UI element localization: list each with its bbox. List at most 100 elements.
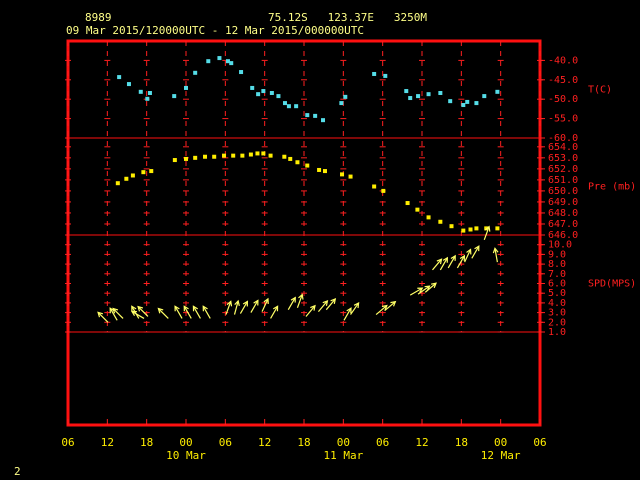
data-point: [147, 90, 152, 95]
arrow-head: [330, 298, 337, 304]
arrow-shaft: [464, 249, 472, 263]
arrow-head: [97, 311, 104, 318]
data-point: [206, 59, 211, 64]
arrow-shaft: [250, 300, 259, 313]
y-tick-label: 648.0: [548, 208, 578, 219]
arrow-head: [436, 258, 443, 265]
wind-arrow: [432, 258, 443, 271]
data-point: [231, 153, 236, 158]
wind-arrow: [261, 297, 269, 312]
x-tick-label: 00: [494, 436, 507, 449]
arrow-shaft: [375, 305, 388, 315]
y-axis-label: Pre (mb): [588, 182, 636, 193]
y-tick-label: -60.0: [548, 133, 578, 144]
arrow-head: [353, 302, 360, 309]
data-point: [222, 153, 227, 158]
data-point: [217, 56, 222, 61]
arrow-head: [226, 300, 233, 307]
wind-arrow: [384, 300, 397, 312]
x-tick-label: 18: [297, 436, 310, 449]
data-point: [145, 96, 150, 101]
y-tick-label: 651.0: [548, 175, 578, 186]
arrow-shaft: [109, 307, 118, 321]
wind-arrow: [296, 293, 304, 308]
data-point: [268, 153, 273, 158]
data-point: [239, 70, 244, 75]
arrow-shaft: [494, 248, 498, 263]
data-point: [282, 101, 287, 106]
date-label: 11 Mar: [323, 449, 363, 462]
y-tick-label: 4.0: [548, 298, 566, 309]
data-point: [305, 163, 310, 168]
x-tick-label: 06: [533, 436, 546, 449]
data-point: [184, 156, 188, 161]
data-point: [117, 75, 122, 80]
wind-arrow: [192, 305, 201, 319]
arrow-shaft: [261, 298, 269, 312]
arrow-shaft: [409, 287, 423, 296]
y-tick-label: 652.0: [548, 164, 578, 175]
time-period: 09 Mar 2015/120000UTC - 12 Mar 2015/0000…: [66, 24, 364, 37]
arrow-shaft: [270, 305, 279, 319]
wind-arrow: [233, 299, 240, 315]
data-point: [124, 176, 129, 181]
arrow-head: [131, 305, 137, 312]
arrow-head: [130, 310, 137, 317]
data-point: [465, 99, 470, 104]
y-tick-label: -50.0: [548, 94, 578, 105]
arrow-head: [202, 305, 208, 312]
station-location: 75.12S 123.37E 3250M: [268, 11, 427, 24]
data-point: [426, 215, 431, 220]
wind-arrow: [350, 302, 360, 315]
y-tick-label: 650.0: [548, 186, 578, 197]
wind-arrow: [317, 299, 329, 313]
date-label: 12 Mar: [481, 449, 521, 462]
arrow-head: [263, 297, 269, 304]
wind-arrow: [483, 225, 491, 241]
arrow-head: [459, 254, 466, 261]
wind-arrow: [131, 305, 140, 319]
wind-arrow: [447, 254, 456, 269]
wind-arrow: [97, 311, 109, 323]
data-point: [126, 82, 131, 87]
arrow-head: [346, 307, 352, 314]
y-tick-label: 10.0: [548, 240, 572, 251]
y-tick-label: 3.0: [548, 308, 566, 319]
x-tick-label: 06: [376, 436, 389, 449]
arrow-head: [157, 307, 164, 314]
wind-arrow: [375, 304, 388, 315]
wind-arrow: [424, 282, 437, 293]
y-tick-label: -45.0: [548, 75, 578, 86]
arrow-head: [430, 282, 437, 289]
arrow-shaft: [456, 255, 465, 269]
arrow-shaft: [424, 282, 437, 293]
wind-arrow: [456, 254, 466, 269]
y-tick-label: 8.0: [548, 259, 566, 270]
arrow-head: [474, 245, 480, 252]
data-point: [115, 181, 120, 186]
arrow-head: [492, 247, 499, 254]
x-tick-label: 12: [101, 436, 114, 449]
arrow-head: [253, 299, 259, 306]
data-point: [138, 89, 143, 94]
arrow-shaft: [202, 305, 211, 319]
data-point: [256, 92, 261, 97]
wind-arrow: [325, 298, 337, 311]
data-point: [495, 89, 500, 94]
arrow-shaft: [137, 306, 149, 317]
wind-arrow: [174, 305, 183, 319]
arrow-shaft: [183, 305, 192, 319]
wind-arrow: [202, 305, 211, 319]
arrow-head: [192, 305, 199, 312]
wind-arrow: [137, 305, 149, 317]
data-point: [468, 227, 473, 232]
data-point: [438, 219, 443, 224]
data-point: [416, 94, 421, 99]
data-point: [248, 152, 253, 157]
page-number: 2: [14, 465, 21, 478]
arrow-shaft: [192, 305, 201, 319]
arrow-shaft: [225, 301, 232, 315]
data-point: [343, 94, 348, 99]
wind-arrow: [305, 304, 316, 317]
